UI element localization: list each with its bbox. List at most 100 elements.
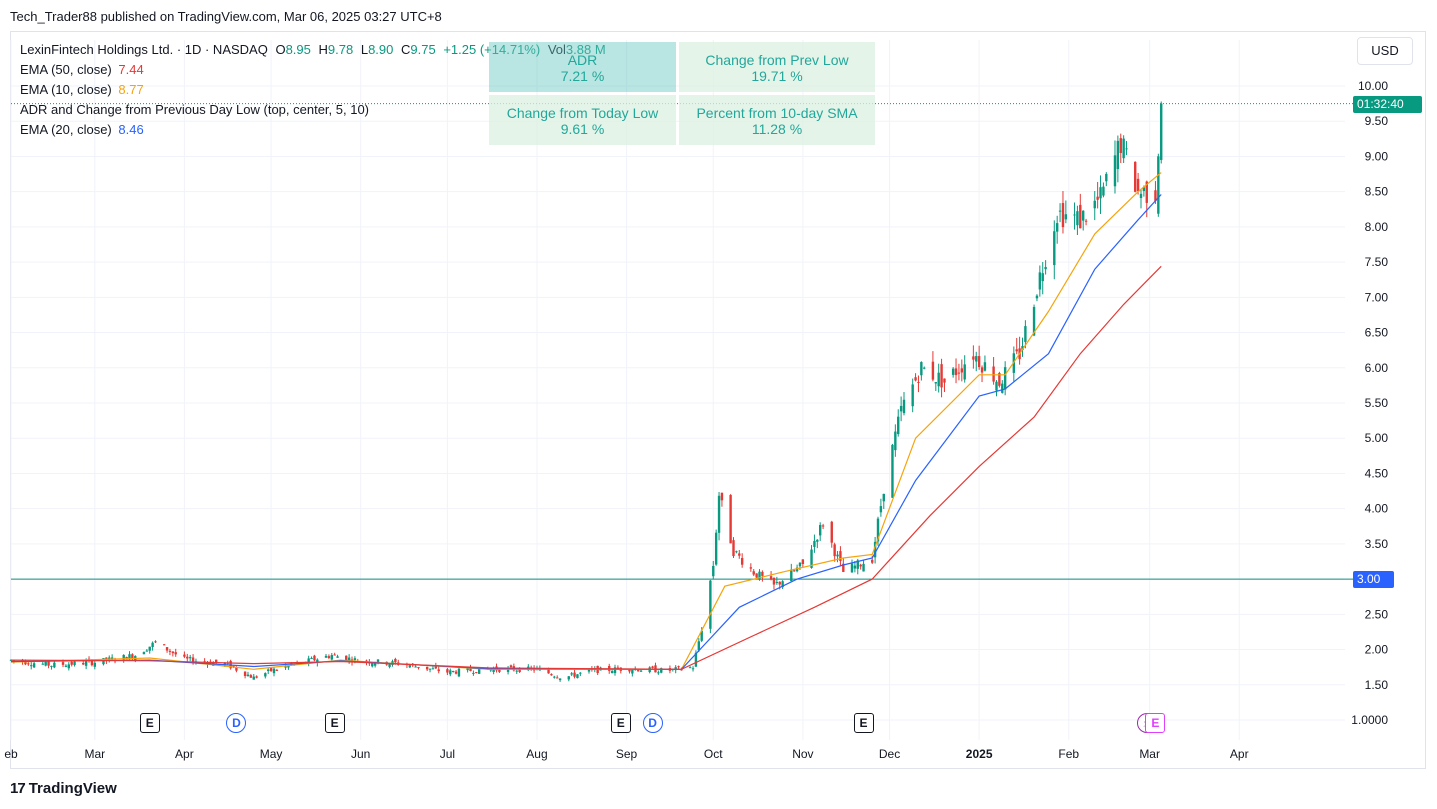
candle-body: [613, 667, 617, 674]
candle-body: [631, 669, 634, 674]
candle-body: [790, 569, 793, 582]
candle-body: [712, 566, 715, 577]
candle-body: [1061, 203, 1065, 228]
candle-body: [761, 571, 764, 576]
candle-body: [821, 525, 825, 527]
candle-body: [27, 663, 30, 665]
candle-body: [24, 661, 27, 665]
candle-body: [466, 668, 469, 671]
candle-body: [1102, 186, 1105, 196]
candle-body: [778, 581, 781, 585]
y-tick-label: 9.00: [1365, 149, 1389, 163]
x-tick-label: Apr: [175, 747, 194, 761]
candle-body: [41, 663, 44, 665]
candle-body: [84, 661, 88, 666]
candle-body: [579, 672, 582, 674]
candle-body: [188, 657, 192, 659]
candle-body: [489, 669, 492, 671]
earnings-icon[interactable]: E: [139, 713, 160, 733]
candle-body: [191, 657, 195, 663]
candle-body: [975, 356, 978, 362]
x-tick-label: May: [260, 747, 283, 761]
candle-body: [171, 651, 175, 654]
candle-body: [472, 672, 475, 674]
open-label: O: [275, 42, 286, 57]
candle-body: [408, 665, 412, 668]
candle-body: [570, 673, 573, 675]
ema50-label[interactable]: EMA (50, close): [20, 62, 112, 77]
candle-body: [394, 658, 397, 663]
candle-body: [1073, 214, 1076, 216]
sma-cell: Percent from 10-day SMA 11.28 %: [679, 95, 875, 145]
prev-low-value: 19.71 %: [751, 68, 803, 84]
candle-body: [911, 384, 914, 407]
candle-body: [1099, 187, 1102, 199]
candle-body: [963, 364, 966, 380]
candle-body: [333, 654, 336, 656]
earnings-icon[interactable]: E: [610, 713, 631, 733]
ema-line: [10, 265, 1162, 670]
candle-body: [1093, 200, 1096, 209]
x-tick-label: Jun: [351, 747, 370, 761]
candle-body: [550, 674, 553, 676]
currency-button[interactable]: USD: [1357, 37, 1413, 65]
prev-low-title: Change from Prev Low: [705, 52, 849, 68]
candle-body: [749, 567, 753, 569]
y-tick-label: 2.50: [1365, 607, 1389, 621]
y-tick-label: 3.50: [1365, 537, 1389, 551]
indicator-row: ADR and Change from Previous Day Low (to…: [20, 100, 606, 120]
candle-body: [660, 668, 663, 673]
ema10-label[interactable]: EMA (10, close): [20, 82, 112, 97]
dividend-icon[interactable]: D: [226, 713, 247, 733]
candle-body: [720, 492, 724, 501]
candle-body: [1113, 155, 1117, 187]
candle-body: [923, 367, 926, 369]
sma-value: 11.28 %: [751, 121, 803, 137]
candle-body: [691, 668, 695, 670]
footer-brand[interactable]: 17 TradingView: [10, 780, 117, 797]
candle-body: [977, 356, 981, 368]
candle-body: [498, 669, 501, 672]
candle-body: [1139, 193, 1143, 199]
symbol-info[interactable]: LexinFintech Holdings Ltd. · 1D · NASDAQ: [20, 42, 268, 57]
candle-body: [960, 368, 964, 373]
ema50-value: 7.44: [118, 62, 144, 77]
candle-body: [131, 654, 134, 659]
ema10-value: 8.77: [118, 82, 144, 97]
tradingview-logo-icon: 17: [10, 780, 26, 797]
candle-body: [1001, 383, 1004, 393]
candle-body: [142, 652, 146, 655]
ema-line: [10, 194, 1162, 670]
candle-body: [492, 668, 495, 672]
level-tag: 3.00: [1353, 571, 1394, 588]
candle-body: [610, 671, 614, 674]
candle-body: [798, 562, 802, 567]
indicator-label[interactable]: ADR and Change from Previous Day Low (to…: [20, 102, 370, 117]
candle-body: [914, 377, 917, 381]
earnings-icon[interactable]: E: [1145, 713, 1166, 733]
candle-body: [755, 573, 758, 578]
candle-body: [1157, 156, 1160, 214]
earnings-icon[interactable]: E: [853, 713, 874, 733]
candle-body: [373, 663, 377, 666]
candle-body: [446, 669, 449, 673]
ema20-label[interactable]: EMA (20, close): [20, 122, 112, 137]
candle-body: [980, 367, 984, 373]
candle-body: [983, 362, 987, 371]
y-tick-label: 5.00: [1365, 431, 1389, 445]
candle-body: [1142, 187, 1146, 192]
y-tick-label: 6.50: [1365, 326, 1389, 340]
x-tick-label: 2025: [966, 747, 993, 761]
candle-body: [738, 553, 741, 556]
candle-body: [154, 641, 157, 643]
candle-body: [1076, 211, 1079, 226]
candle-body: [1032, 306, 1036, 336]
candle-body: [674, 667, 677, 671]
x-tick-label: Dec: [879, 747, 900, 761]
dividend-icon[interactable]: D: [642, 713, 663, 733]
candle-body: [246, 674, 250, 677]
candle-body: [732, 540, 735, 557]
earnings-icon[interactable]: E: [324, 713, 345, 733]
x-tick-label: Nov: [792, 747, 813, 761]
